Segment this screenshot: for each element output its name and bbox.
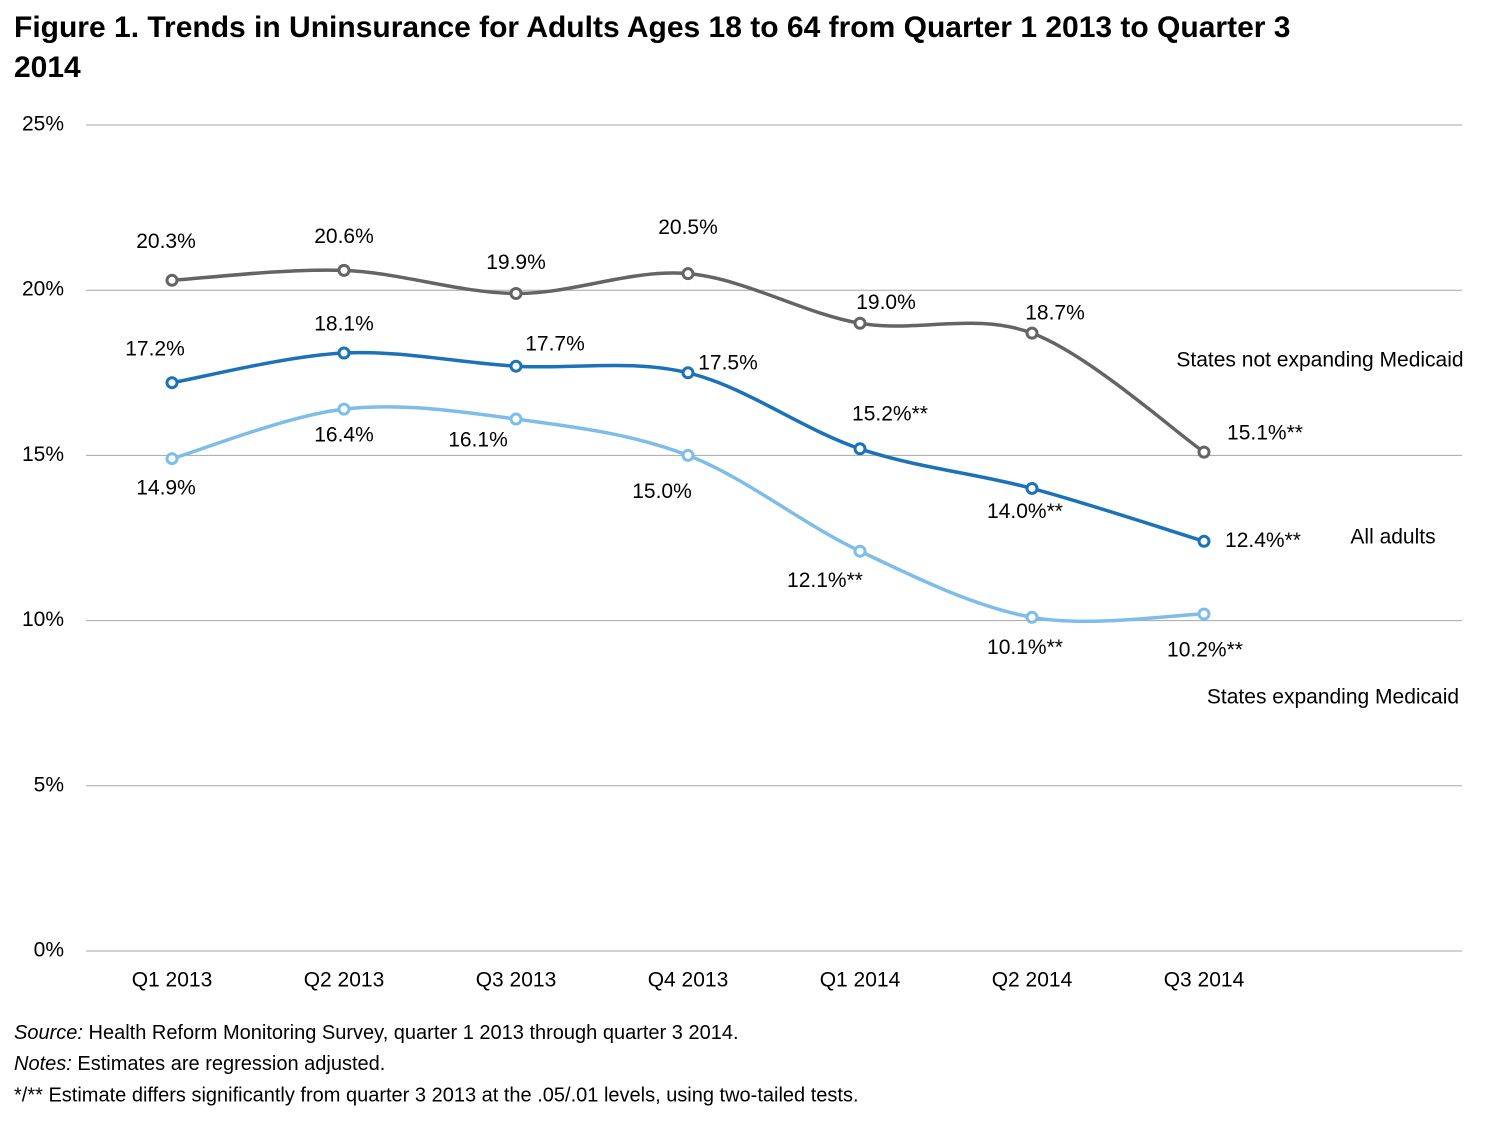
x-tick-label: Q1 2013 bbox=[132, 969, 213, 992]
data-label: 20.3% bbox=[136, 230, 196, 253]
data-point bbox=[853, 316, 867, 330]
series-name: States expanding Medicaid bbox=[1207, 686, 1459, 709]
data-point bbox=[337, 263, 351, 277]
data-label: 12.4%** bbox=[1225, 529, 1301, 552]
x-tick-label: Q2 2014 bbox=[992, 969, 1073, 992]
series-name: States not expanding Medicaid bbox=[1176, 349, 1463, 372]
series-name: All adults bbox=[1350, 526, 1435, 549]
chart-title: Figure 1. Trends in Uninsurance for Adul… bbox=[14, 11, 1291, 84]
data-point bbox=[681, 448, 695, 462]
data-point bbox=[681, 267, 695, 281]
data-point bbox=[1025, 481, 1039, 495]
data-label: 20.5% bbox=[658, 216, 718, 239]
data-point bbox=[1025, 610, 1039, 624]
data-point bbox=[853, 442, 867, 456]
data-label: 10.2%** bbox=[1167, 639, 1243, 662]
data-point bbox=[1025, 326, 1039, 340]
data-label: 16.4% bbox=[314, 424, 374, 447]
data-label: 17.2% bbox=[125, 337, 185, 360]
data-label: 15.1%** bbox=[1227, 422, 1303, 445]
notes: Notes: Estimates are regression adjusted… bbox=[14, 1053, 385, 1075]
x-tick-label: Q1 2014 bbox=[820, 969, 901, 992]
data-point bbox=[165, 452, 179, 466]
footnote: */** Estimate differs significantly from… bbox=[14, 1084, 859, 1106]
data-label: 14.9% bbox=[136, 476, 196, 499]
y-tick-label: 0% bbox=[34, 939, 64, 962]
data-point bbox=[337, 402, 351, 416]
data-label: 10.1%** bbox=[987, 636, 1063, 659]
data-point bbox=[509, 412, 523, 426]
data-point bbox=[509, 287, 523, 301]
data-point bbox=[337, 346, 351, 360]
x-tick-label: Q3 2014 bbox=[1164, 969, 1245, 992]
data-point bbox=[165, 273, 179, 287]
data-point bbox=[681, 366, 695, 380]
data-point bbox=[853, 544, 867, 558]
source-label: Source: bbox=[14, 1022, 83, 1044]
y-tick-label: 5% bbox=[34, 773, 64, 796]
y-tick-label: 20% bbox=[22, 278, 64, 301]
data-label: 17.7% bbox=[525, 333, 585, 356]
data-label: 19.9% bbox=[486, 251, 546, 274]
data-label: 14.0%** bbox=[987, 500, 1063, 523]
notes-text: Estimates are regression adjusted. bbox=[77, 1053, 385, 1075]
source-text: Health Reform Monitoring Survey, quarter… bbox=[89, 1022, 739, 1044]
source: Source: Health Reform Monitoring Survey,… bbox=[14, 1022, 739, 1044]
x-tick-label: Q3 2013 bbox=[476, 969, 557, 992]
y-tick-label: 25% bbox=[22, 113, 64, 136]
notes-label: Notes: bbox=[14, 1053, 72, 1075]
data-label: 15.2%** bbox=[852, 402, 928, 425]
data-label: 12.1%** bbox=[787, 569, 863, 592]
data-label: 18.1% bbox=[314, 313, 374, 336]
data-label: 15.0% bbox=[632, 480, 692, 503]
data-point bbox=[165, 376, 179, 390]
x-tick-label: Q4 2013 bbox=[648, 969, 729, 992]
y-tick-label: 15% bbox=[22, 443, 64, 466]
data-point bbox=[1197, 607, 1211, 621]
data-label: 17.5% bbox=[698, 351, 758, 374]
x-tick-label: Q2 2013 bbox=[304, 969, 385, 992]
data-point bbox=[1197, 445, 1211, 459]
data-label: 18.7% bbox=[1025, 302, 1085, 325]
data-point bbox=[1197, 534, 1211, 548]
data-label: 20.6% bbox=[314, 225, 374, 248]
data-label: 19.0% bbox=[856, 291, 916, 314]
data-point bbox=[509, 359, 523, 373]
data-label: 16.1% bbox=[448, 429, 508, 452]
y-tick-label: 10% bbox=[22, 608, 64, 631]
